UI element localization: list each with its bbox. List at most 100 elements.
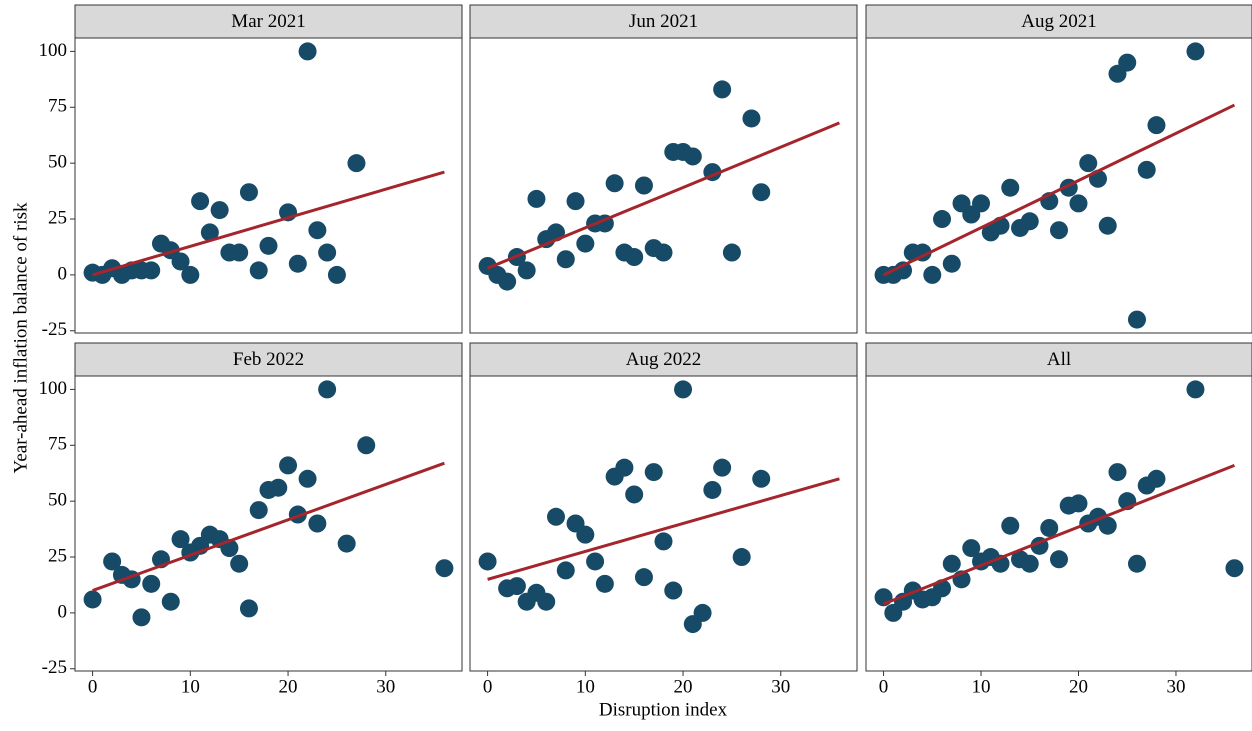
x-tick-label: 10 bbox=[576, 676, 595, 697]
point bbox=[103, 552, 122, 571]
point bbox=[132, 608, 151, 627]
point bbox=[722, 243, 741, 262]
point bbox=[634, 568, 653, 587]
point bbox=[894, 261, 913, 280]
point bbox=[713, 458, 732, 477]
point bbox=[279, 456, 298, 475]
fit-line bbox=[487, 477, 840, 581]
point bbox=[605, 174, 624, 193]
point bbox=[269, 478, 288, 497]
point bbox=[586, 552, 605, 571]
point bbox=[1147, 116, 1166, 135]
point bbox=[298, 469, 317, 488]
x-tick-label: 10 bbox=[972, 676, 991, 697]
panel bbox=[865, 375, 1252, 672]
x-tick-label: 30 bbox=[376, 676, 395, 697]
point bbox=[1040, 518, 1059, 537]
point bbox=[83, 590, 102, 609]
x-tick-label: 30 bbox=[771, 676, 790, 697]
strip bbox=[74, 4, 463, 39]
point bbox=[634, 176, 653, 195]
point bbox=[625, 485, 644, 504]
fit-line bbox=[92, 461, 445, 592]
point bbox=[347, 154, 366, 173]
point bbox=[435, 559, 454, 578]
point bbox=[527, 189, 546, 208]
point bbox=[288, 254, 307, 273]
fit-line bbox=[882, 103, 1236, 277]
panel-title: Jun 2021 bbox=[629, 11, 698, 32]
point bbox=[1118, 53, 1137, 72]
strip bbox=[469, 4, 858, 39]
point bbox=[576, 525, 595, 544]
y-tick-label: 25 bbox=[48, 207, 67, 228]
panel-title: Aug 2022 bbox=[626, 349, 701, 370]
point bbox=[318, 380, 337, 399]
y-tick-label: -25 bbox=[42, 319, 67, 340]
y-tick-label: 75 bbox=[48, 434, 67, 455]
point bbox=[962, 539, 981, 558]
point bbox=[1020, 554, 1039, 573]
x-tick-label: 20 bbox=[674, 676, 693, 697]
point bbox=[142, 574, 161, 593]
point bbox=[1098, 516, 1117, 535]
point bbox=[683, 147, 702, 166]
point bbox=[1186, 42, 1205, 61]
x-tick-label: 0 bbox=[879, 676, 889, 697]
point bbox=[654, 532, 673, 551]
point bbox=[498, 272, 517, 291]
y-tick-label: 75 bbox=[48, 96, 67, 117]
y-tick-label: -25 bbox=[42, 657, 67, 678]
panel bbox=[469, 37, 858, 334]
point bbox=[357, 436, 376, 455]
point bbox=[1127, 310, 1146, 329]
point bbox=[703, 480, 722, 499]
x-axis-label: Disruption index bbox=[599, 699, 728, 720]
point bbox=[1137, 160, 1156, 179]
point bbox=[942, 254, 961, 273]
y-tick-label: 100 bbox=[39, 378, 68, 399]
point bbox=[972, 194, 991, 213]
point bbox=[249, 261, 268, 280]
point bbox=[752, 183, 771, 202]
x-tick-label: 20 bbox=[1069, 676, 1088, 697]
point bbox=[615, 458, 634, 477]
x-tick-label: 10 bbox=[181, 676, 200, 697]
point bbox=[337, 534, 356, 553]
point bbox=[556, 561, 575, 580]
point bbox=[259, 236, 278, 255]
point bbox=[191, 192, 210, 211]
point bbox=[200, 223, 219, 242]
y-tick-label: 0 bbox=[58, 263, 68, 284]
point bbox=[142, 261, 161, 280]
point bbox=[318, 243, 337, 262]
point bbox=[654, 243, 673, 262]
panel bbox=[865, 37, 1252, 334]
x-tick-label: 20 bbox=[279, 676, 298, 697]
point bbox=[595, 574, 614, 593]
point bbox=[1127, 554, 1146, 573]
point bbox=[239, 599, 258, 618]
y-tick-label: 0 bbox=[58, 601, 68, 622]
point bbox=[249, 501, 268, 520]
point bbox=[713, 80, 732, 99]
point bbox=[693, 603, 712, 622]
point bbox=[674, 380, 693, 399]
panel bbox=[469, 375, 858, 672]
point bbox=[732, 548, 751, 567]
panel-title: Feb 2022 bbox=[233, 349, 304, 370]
point bbox=[230, 554, 249, 573]
point bbox=[556, 250, 575, 269]
point bbox=[566, 192, 585, 211]
point bbox=[664, 581, 683, 600]
point bbox=[181, 265, 200, 284]
point bbox=[517, 261, 536, 280]
point bbox=[1108, 463, 1127, 482]
point bbox=[171, 252, 190, 271]
point bbox=[161, 592, 180, 611]
point bbox=[537, 592, 556, 611]
fit-line bbox=[487, 121, 840, 270]
point bbox=[742, 109, 761, 128]
point bbox=[644, 463, 663, 482]
